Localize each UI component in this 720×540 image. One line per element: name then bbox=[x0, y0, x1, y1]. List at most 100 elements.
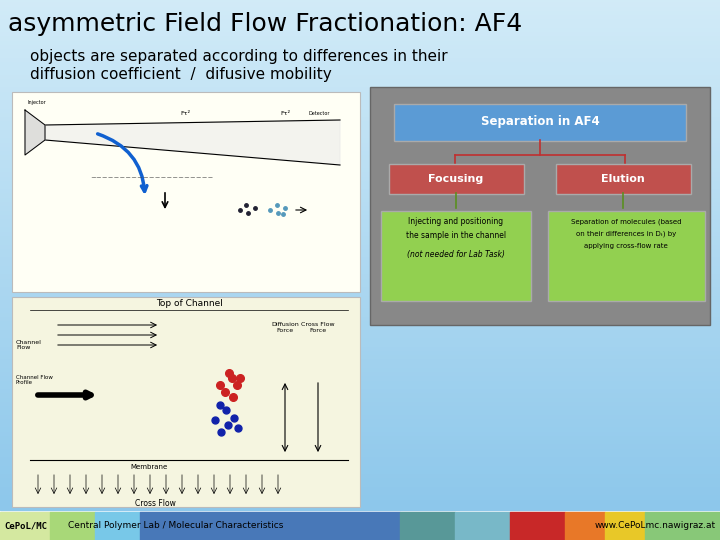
Polygon shape bbox=[45, 120, 340, 165]
Bar bbox=[0, 296, 720, 302]
Bar bbox=[0, 492, 720, 497]
Bar bbox=[0, 284, 720, 289]
Text: objects are separated according to differences in their: objects are separated according to diffe… bbox=[30, 50, 448, 64]
Bar bbox=[0, 403, 720, 408]
Bar bbox=[0, 182, 720, 187]
Bar bbox=[95, 512, 140, 540]
Bar bbox=[0, 160, 720, 166]
Bar bbox=[0, 356, 720, 361]
Text: Fτ²: Fτ² bbox=[280, 111, 290, 116]
Bar bbox=[0, 110, 720, 115]
Bar bbox=[0, 441, 720, 446]
Bar bbox=[0, 505, 720, 510]
Text: CePoL/MC: CePoL/MC bbox=[4, 522, 47, 530]
Text: asymmetric Field Flow Fractionation: AF4: asymmetric Field Flow Fractionation: AF4 bbox=[8, 12, 522, 36]
Bar bbox=[0, 67, 720, 72]
Bar bbox=[0, 126, 720, 132]
Bar bbox=[0, 352, 720, 357]
Bar bbox=[0, 84, 720, 89]
Bar bbox=[0, 241, 720, 246]
Bar bbox=[0, 233, 720, 238]
Bar bbox=[0, 428, 720, 434]
Bar bbox=[605, 512, 645, 540]
Bar bbox=[0, 314, 720, 319]
Bar bbox=[0, 0, 720, 4]
Bar bbox=[0, 420, 720, 425]
Bar bbox=[0, 399, 720, 404]
FancyBboxPatch shape bbox=[389, 164, 524, 194]
Text: on their differences in Dₜ) by: on their differences in Dₜ) by bbox=[576, 231, 676, 237]
Bar bbox=[0, 101, 720, 106]
Bar bbox=[0, 471, 720, 476]
Bar bbox=[370, 87, 710, 325]
Bar bbox=[0, 390, 720, 395]
FancyBboxPatch shape bbox=[381, 211, 531, 301]
Bar bbox=[0, 228, 720, 234]
Text: Top of Channel: Top of Channel bbox=[156, 299, 223, 307]
Bar bbox=[0, 407, 720, 412]
Bar bbox=[0, 377, 720, 382]
Bar bbox=[0, 220, 720, 225]
Bar bbox=[0, 483, 720, 489]
Bar bbox=[0, 54, 720, 59]
Bar bbox=[0, 63, 720, 68]
Bar bbox=[455, 512, 510, 540]
Bar bbox=[0, 71, 720, 77]
Polygon shape bbox=[25, 110, 45, 155]
Bar bbox=[0, 156, 720, 161]
Bar bbox=[0, 386, 720, 391]
Bar bbox=[12, 297, 360, 507]
Bar bbox=[0, 258, 720, 264]
Bar bbox=[0, 330, 720, 336]
Bar bbox=[0, 373, 720, 378]
Bar bbox=[12, 92, 360, 292]
FancyBboxPatch shape bbox=[556, 164, 691, 194]
Bar bbox=[0, 369, 720, 374]
Text: applying cross-flow rate: applying cross-flow rate bbox=[584, 243, 668, 249]
Bar bbox=[0, 249, 720, 255]
Bar bbox=[0, 496, 720, 502]
Bar bbox=[0, 42, 720, 47]
Bar bbox=[0, 348, 720, 353]
Bar bbox=[0, 501, 720, 506]
Bar bbox=[0, 449, 720, 455]
FancyBboxPatch shape bbox=[394, 104, 686, 141]
Bar bbox=[0, 433, 720, 438]
Bar bbox=[0, 152, 720, 157]
Bar bbox=[0, 97, 720, 102]
Bar bbox=[0, 318, 720, 323]
Bar bbox=[0, 46, 720, 51]
Bar bbox=[0, 148, 720, 153]
Bar bbox=[0, 475, 720, 480]
Bar bbox=[0, 237, 720, 242]
Bar bbox=[0, 326, 720, 332]
Bar bbox=[0, 88, 720, 93]
Bar bbox=[0, 8, 720, 13]
Bar bbox=[0, 216, 720, 221]
Text: Injector: Injector bbox=[28, 100, 47, 105]
Text: Channel
Flow: Channel Flow bbox=[16, 340, 42, 350]
Bar bbox=[0, 186, 720, 191]
Bar bbox=[0, 212, 720, 217]
Bar bbox=[0, 305, 720, 310]
Text: Elution: Elution bbox=[601, 174, 645, 184]
Text: Separation of molecules (based: Separation of molecules (based bbox=[571, 219, 681, 225]
Bar bbox=[0, 458, 720, 463]
Bar bbox=[0, 271, 720, 276]
Bar bbox=[0, 203, 720, 208]
Bar bbox=[0, 411, 720, 416]
Bar bbox=[0, 462, 720, 468]
Text: Separation in AF4: Separation in AF4 bbox=[481, 116, 599, 129]
Bar bbox=[0, 92, 720, 98]
Text: Detector: Detector bbox=[308, 111, 330, 116]
Bar bbox=[0, 169, 720, 174]
Bar bbox=[0, 267, 720, 272]
Bar bbox=[0, 480, 720, 484]
Bar bbox=[0, 24, 720, 30]
Bar bbox=[0, 3, 720, 9]
Text: Central Polymer Lab / Molecular Characteristics: Central Polymer Lab / Molecular Characte… bbox=[68, 522, 284, 530]
Bar bbox=[0, 20, 720, 25]
Text: Focusing: Focusing bbox=[428, 174, 484, 184]
Bar bbox=[0, 76, 720, 81]
Bar bbox=[645, 512, 720, 540]
